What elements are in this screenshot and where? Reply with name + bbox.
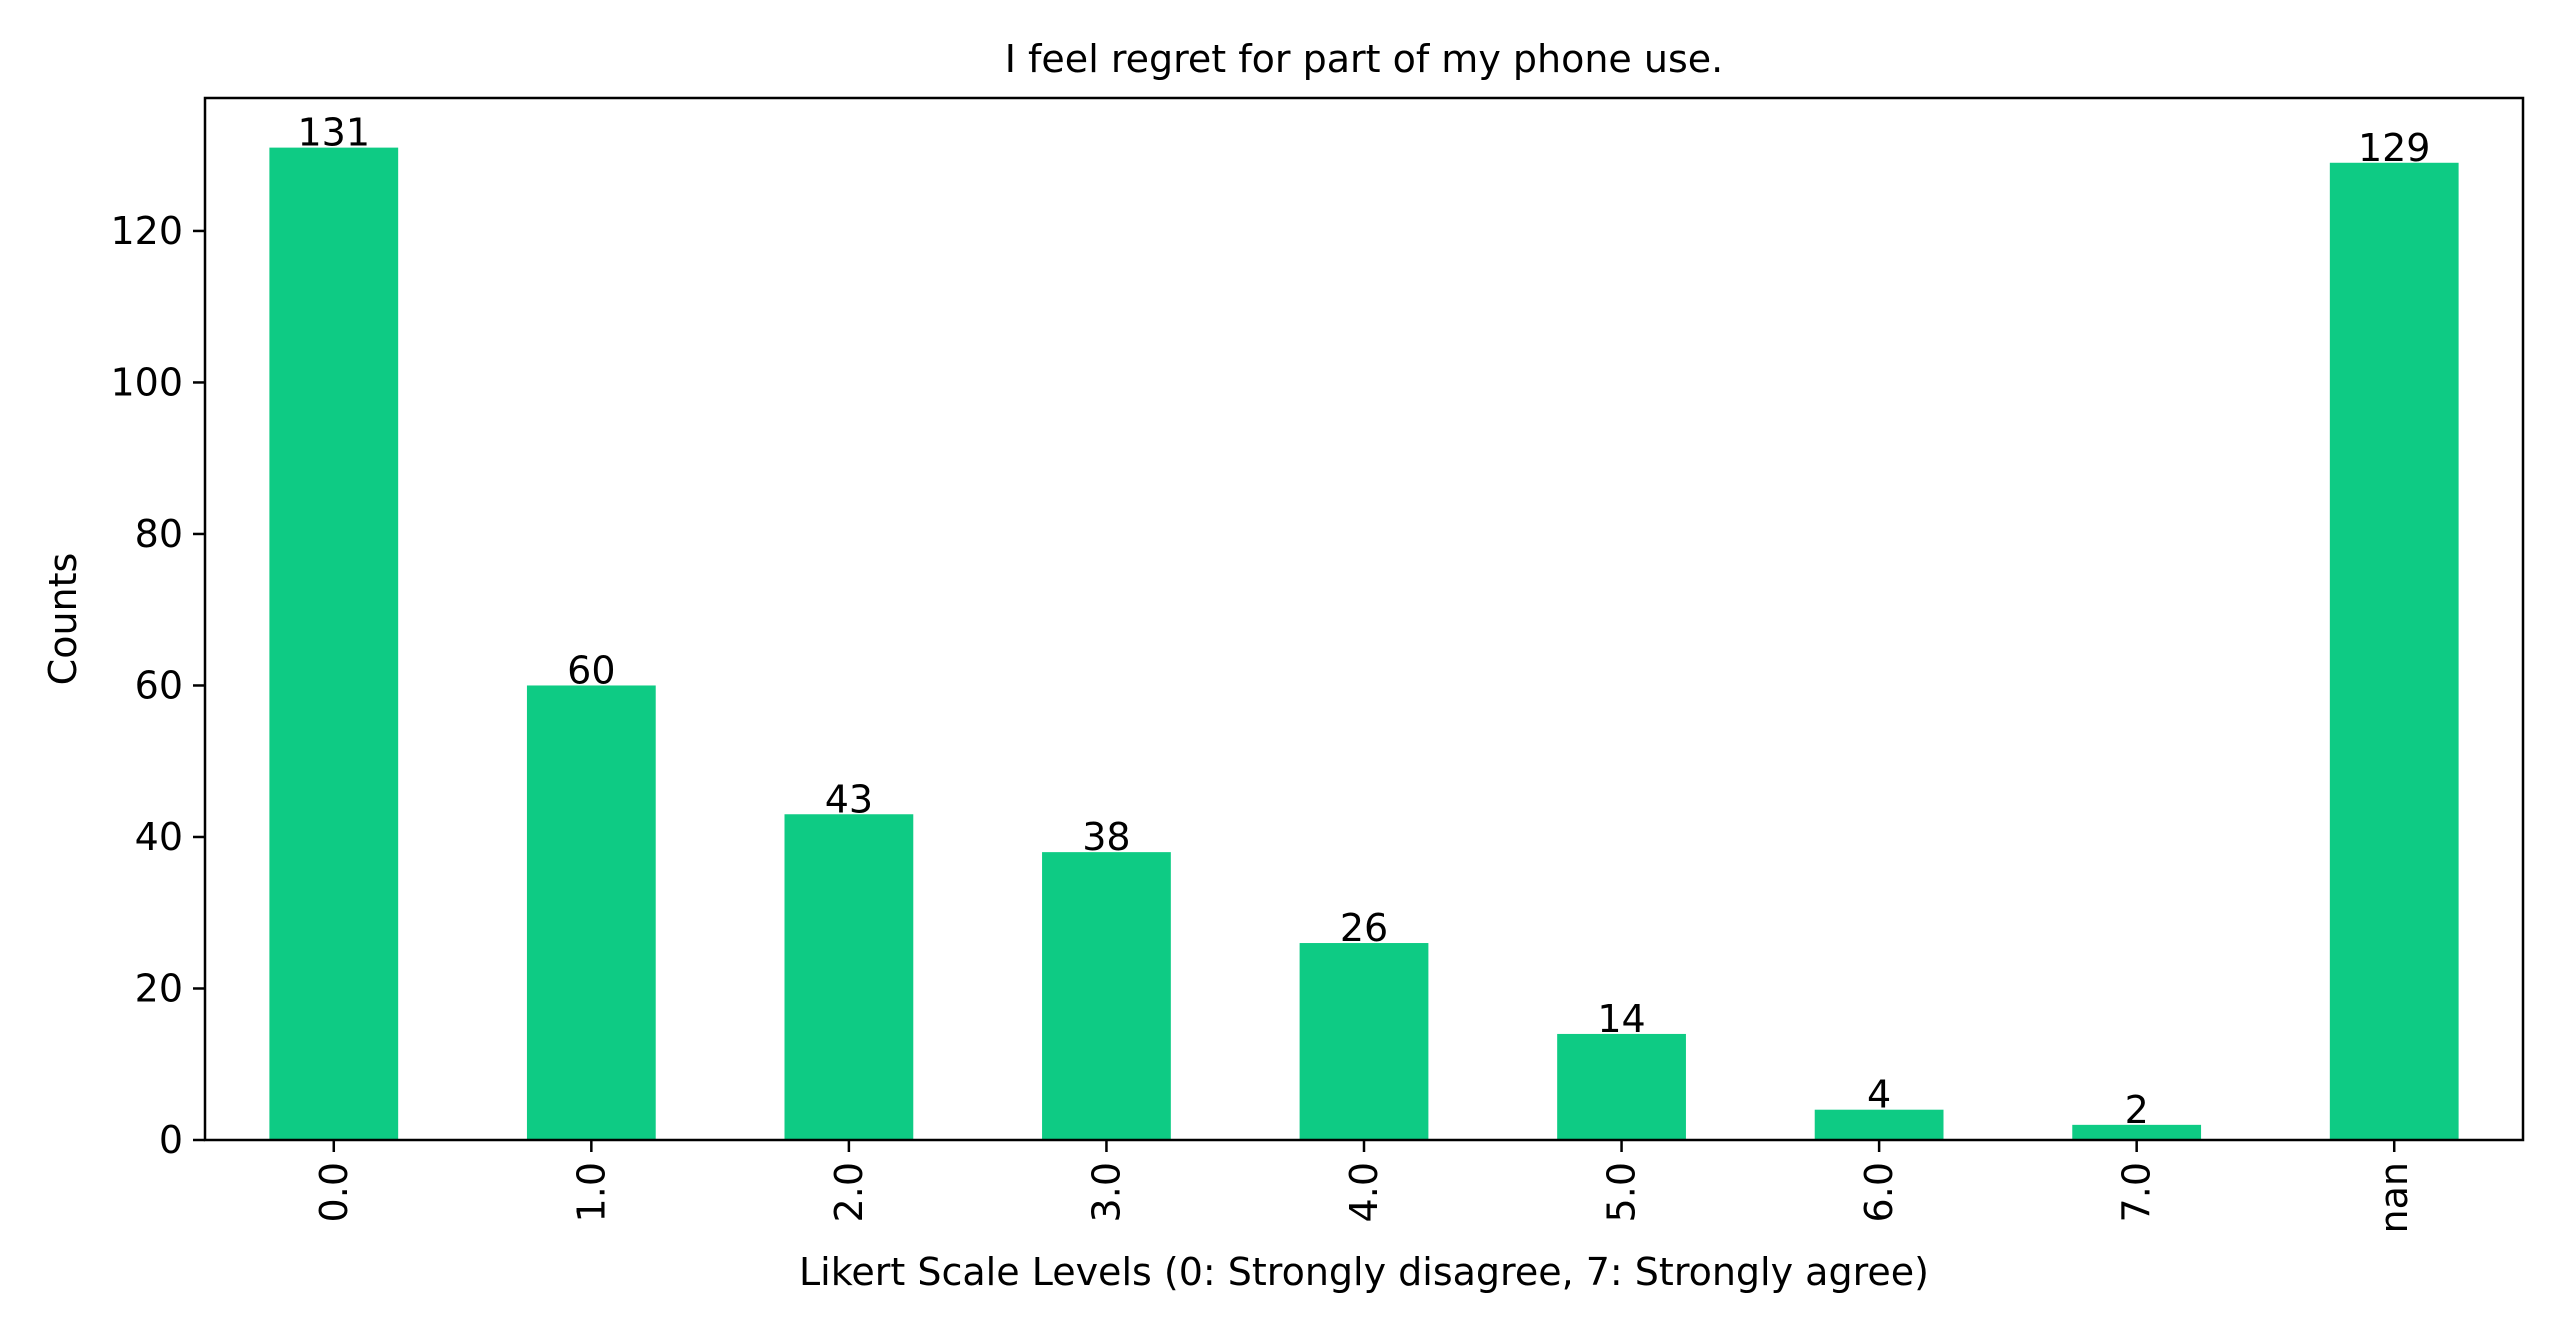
bar — [2072, 1124, 2202, 1140]
bar-value-label: 14 — [1597, 997, 1645, 1041]
y-tick-label: 0 — [159, 1118, 183, 1162]
x-tick-label: 1.0 — [569, 1162, 613, 1222]
bar-value-label: 38 — [1082, 815, 1130, 859]
y-tick-label: 120 — [110, 209, 183, 253]
data-labels-layer: 131 60 43 38 26 14 4 2 129 — [298, 111, 2431, 1132]
x-tick-label: 7.0 — [2115, 1162, 2159, 1222]
bar-value-label: 4 — [1867, 1073, 1891, 1117]
y-tick-label: 100 — [110, 360, 183, 404]
bar-value-label: 129 — [2358, 126, 2431, 170]
plot-frame — [203, 96, 2525, 1142]
x-axis-label: Likert Scale Levels (0: Strongly disagre… — [799, 1250, 1929, 1294]
bar — [526, 685, 656, 1140]
y-axis-label: Counts — [41, 553, 85, 686]
bar-value-label: 43 — [825, 777, 873, 821]
bar — [1299, 943, 1429, 1140]
bar-value-label: 131 — [298, 111, 371, 155]
x-tick-label: 5.0 — [1600, 1162, 1644, 1222]
x-tick-label: 6.0 — [1857, 1162, 1901, 1222]
bar — [1042, 852, 1171, 1140]
bar — [1557, 1033, 1686, 1140]
x-tick-label: nan — [2372, 1162, 2416, 1233]
bars-layer — [269, 147, 2459, 1141]
x-tick-label: 4.0 — [1342, 1162, 1386, 1222]
y-axis: 0 20 40 60 80 100 120 — [110, 209, 205, 1162]
bar-value-label: 2 — [2125, 1088, 2149, 1132]
x-tick-label: 3.0 — [1084, 1162, 1128, 1222]
chart-title: I feel regret for part of my phone use. — [1005, 37, 1723, 81]
bar — [2329, 162, 2459, 1140]
y-tick-label: 20 — [135, 966, 183, 1010]
x-tick-label: 2.0 — [827, 1162, 871, 1222]
y-tick-label: 40 — [135, 815, 183, 859]
bar-value-label: 26 — [1340, 906, 1388, 950]
bar — [269, 147, 399, 1141]
x-tick-label: 0.0 — [312, 1162, 356, 1222]
x-axis: 0.0 1.0 2.0 3.0 4.0 5.0 6.0 7.0 nan — [312, 1140, 2416, 1233]
bar — [1814, 1109, 1944, 1140]
bar-value-label: 60 — [567, 648, 615, 692]
y-tick-label: 80 — [135, 512, 183, 556]
bar — [784, 814, 914, 1140]
y-tick-label: 60 — [135, 663, 183, 707]
